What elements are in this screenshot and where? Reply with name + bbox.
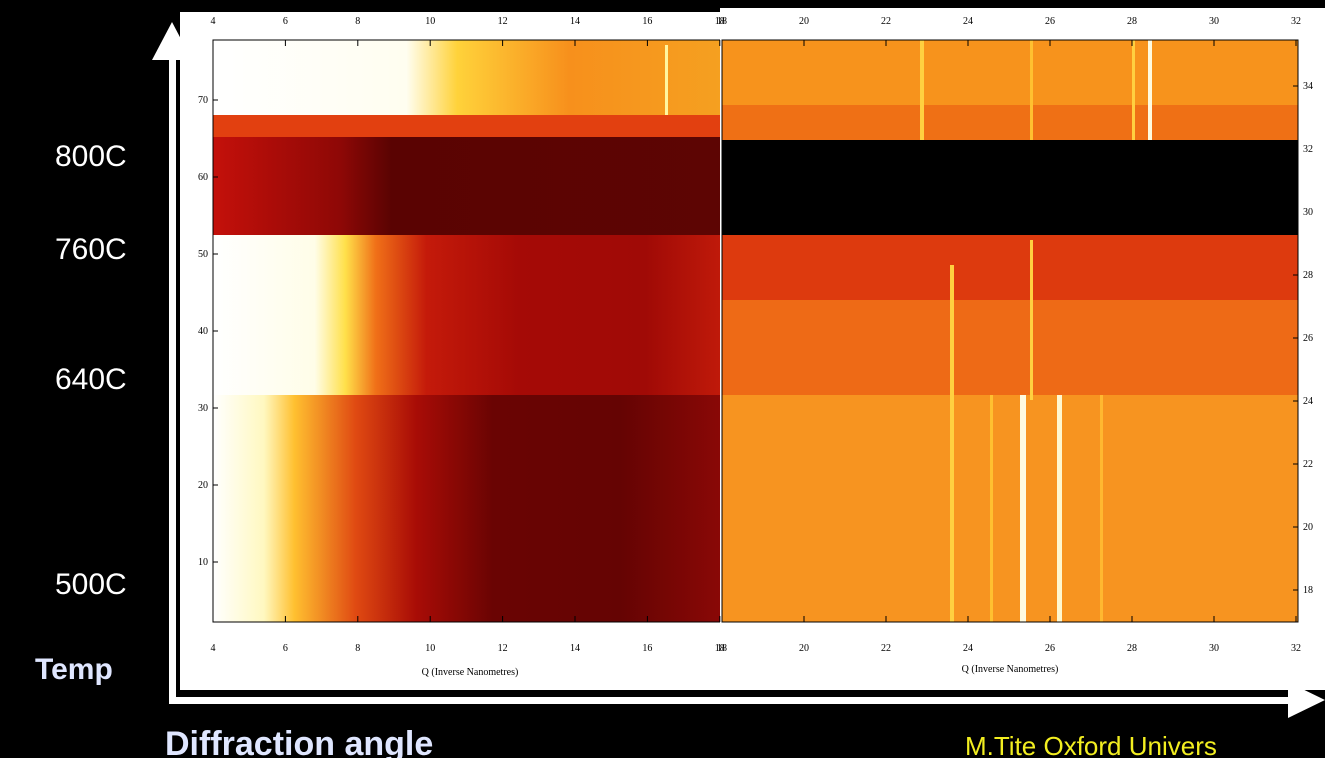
x-tick-label: 18 [717, 643, 727, 654]
y-tick-label: 50 [198, 249, 208, 260]
y-tick-label: 20 [1303, 522, 1313, 533]
temp-label: 500C [55, 568, 127, 601]
x-tick-label: 28 [1127, 643, 1137, 654]
x-tick-label: 8 [355, 16, 360, 27]
x-tick-label: 10 [425, 643, 435, 654]
x-tick-label: 32 [1291, 16, 1301, 27]
y-tick-label: 26 [1303, 333, 1313, 344]
x-tick-label: 22 [881, 643, 891, 654]
y-tick-label: 32 [1303, 144, 1313, 155]
x-tick-label: 24 [963, 643, 973, 654]
x-tick-label: 30 [1209, 16, 1219, 27]
temp-label: 640C [55, 363, 127, 396]
y-axis-title: Temp [35, 653, 113, 686]
y-tick-label: 20 [198, 480, 208, 491]
x-tick-label: 14 [570, 643, 580, 654]
x-tick-label: 8 [355, 643, 360, 654]
x-tick-label: 20 [799, 643, 809, 654]
x-tick-label: 16 [642, 16, 652, 27]
x-tick-label: 6 [283, 16, 288, 27]
y-tick-label: 28 [1303, 270, 1313, 281]
y-tick-label: 24 [1303, 396, 1313, 407]
y-tick-label: 22 [1303, 459, 1313, 470]
x-tick-label: 22 [881, 16, 891, 27]
x-tick-label: 14 [570, 16, 580, 27]
left-heatmap [213, 40, 722, 622]
temp-label: 760C [55, 233, 127, 266]
temp-label: 800C [55, 140, 127, 173]
x-tick-label: 30 [1209, 643, 1219, 654]
x-tick-label: 12 [498, 643, 508, 654]
x-tick-label: 28 [1127, 16, 1137, 27]
x-tick-label: 4 [211, 643, 216, 654]
credit: M.Tite Oxford Univers [965, 731, 1217, 758]
x-tick-label: 26 [1045, 16, 1055, 27]
x-tick-label: 32 [1291, 643, 1301, 654]
axis-arrows [152, 22, 1325, 718]
x-tick-label: 12 [498, 16, 508, 27]
x-tick-label: 24 [963, 16, 973, 27]
x-axis-title: Diffraction angle [165, 725, 433, 758]
x-tick-label: 6 [283, 643, 288, 654]
y-tick-label: 40 [198, 326, 208, 337]
right-heatmap [722, 40, 1298, 622]
y-tick-label: 34 [1303, 81, 1313, 92]
x-tick-label: 18 [715, 16, 725, 27]
y-tick-label: 70 [198, 95, 208, 106]
y-tick-label: 10 [198, 557, 208, 568]
x-tick-label: 26 [1045, 643, 1055, 654]
x-tick-label: 10 [425, 16, 435, 27]
y-tick-label: 30 [1303, 207, 1313, 218]
x-tick-label: 20 [799, 16, 809, 27]
x-tick-label: 4 [211, 16, 216, 27]
x-axis-label: Q (Inverse Nanometres) [962, 664, 1059, 675]
y-tick-label: 18 [1303, 585, 1313, 596]
x-tick-label: 18 [715, 643, 725, 654]
right-plot-frame [721, 39, 1299, 623]
y-tick-label: 60 [198, 172, 208, 183]
x-tick-label: 16 [642, 643, 652, 654]
x-axis-label: Q (Inverse Nanometres) [422, 667, 519, 678]
y-tick-label: 30 [198, 403, 208, 414]
x-tick-label: 18 [717, 16, 727, 27]
